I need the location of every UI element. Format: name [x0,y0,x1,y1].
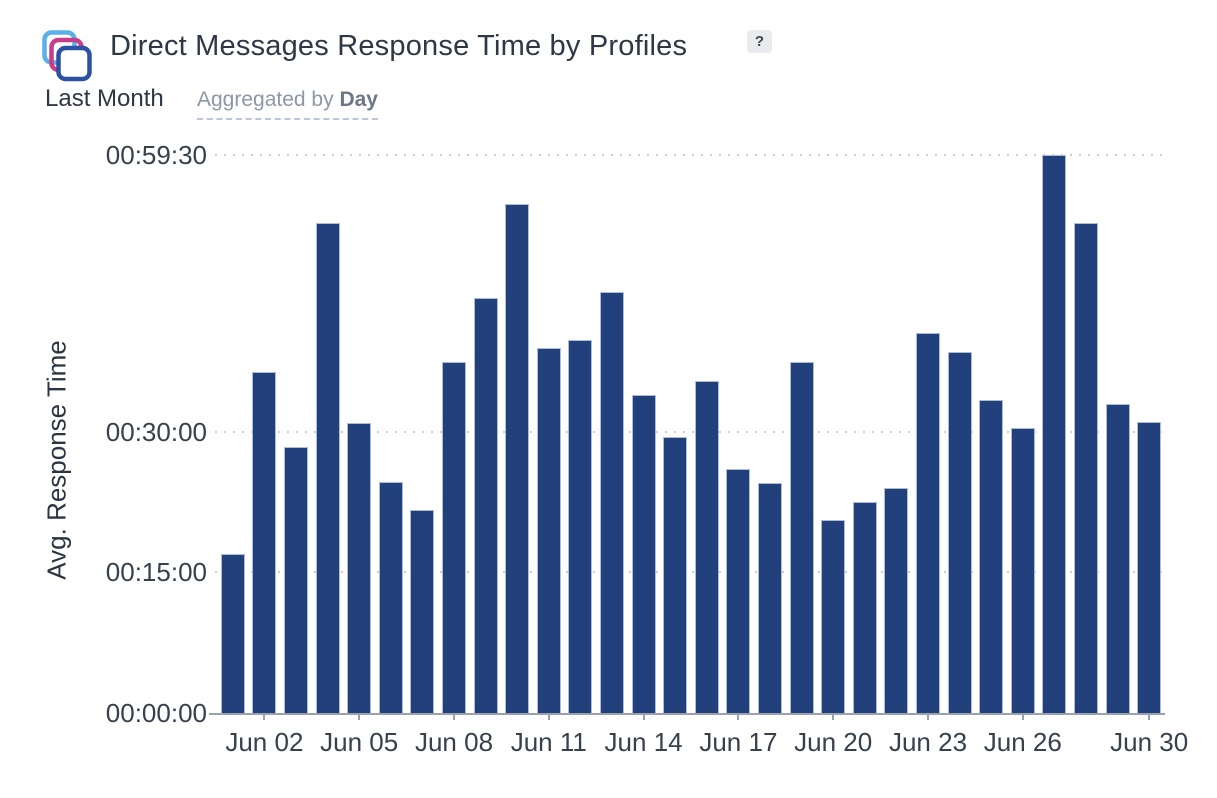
bar-jun-22[interactable] [884,488,908,713]
x-tick-jun-30 [1148,713,1151,720]
bar-jun-04[interactable] [316,223,340,713]
bar-jun-13[interactable] [600,292,624,713]
x-tick-jun-08 [453,713,455,720]
bar-jun-15[interactable] [663,437,687,713]
page-title: Direct Messages Response Time by Profile… [110,30,688,62]
x-tick-label-jun-26: Jun 26 [983,727,1062,757]
bar-jun-17[interactable] [726,469,750,713]
y-tick-label-00-15-00: 00:15:00 [105,557,207,587]
bar-jun-02[interactable] [252,372,276,713]
aggregation-value[interactable]: Day [339,88,378,111]
x-tick-jun-26 [1021,713,1024,720]
stacked-squares-icon [42,30,92,82]
x-tick-jun-05 [358,713,361,720]
report-period-label: Last Month [45,85,164,112]
bar-jun-08[interactable] [442,362,466,713]
bar-jun-20[interactable] [821,520,845,713]
bar-jun-11[interactable] [537,348,561,713]
x-tick-label-jun-05: Jun 05 [320,727,399,757]
bar-jun-01[interactable] [221,554,245,713]
bar-jun-18[interactable] [758,483,782,713]
bar-jun-09[interactable] [474,298,498,713]
bar-jun-27[interactable] [1042,155,1066,713]
bar-jun-19[interactable] [790,362,814,713]
x-tick-label-jun-14: Jun 14 [604,727,683,757]
aggregation-dropdown[interactable]: Aggregated by Day [197,88,378,120]
bar-jun-26[interactable] [1011,428,1035,713]
x-tick-label-jun-17: Jun 17 [699,727,778,757]
bar-jun-06[interactable] [379,482,403,713]
bar-jun-23[interactable] [916,333,940,713]
x-tick-jun-23 [927,713,929,720]
bar-jun-05[interactable] [347,423,371,713]
bar-jun-25[interactable] [979,400,1003,713]
y-tick-label-00-00-00: 00:00:00 [105,698,207,728]
x-tick-label-jun-11: Jun 11 [510,727,587,757]
aggregation-label: Aggregated by [197,88,334,111]
y-tick-label-00-30-00: 00:30:00 [105,417,207,447]
bar-jun-03[interactable] [284,447,308,713]
bar-jun-30[interactable] [1137,422,1161,713]
x-tick-jun-20 [832,713,835,720]
x-tick-jun-14 [642,713,645,720]
plot-area [209,154,1165,720]
gridline-00-30-00 [215,431,1163,433]
x-tick-label-jun-20: Jun 20 [794,727,873,757]
bar-jun-29[interactable] [1106,404,1130,713]
gridline-00-15-00 [215,571,1163,573]
gridline-00-59-30 [215,154,1163,156]
bar-jun-16[interactable] [695,381,719,713]
bar-jun-10[interactable] [505,204,529,713]
y-axis-tick-labels: 00:59:30 00:30:00 00:15:00 00:00:00 [0,142,207,726]
x-tick-jun-02 [263,713,266,720]
icon-front-square [56,45,92,82]
bar-jun-21[interactable] [853,502,877,713]
x-tick-label-jun-23: Jun 23 [888,727,968,757]
x-tick-label-jun-02: Jun 02 [225,727,304,757]
x-tick-label-jun-08: Jun 08 [414,727,494,757]
x-tick-label-jun-30: Jun 30 [1110,727,1189,757]
x-axis-tick-labels: Jun 02 Jun 05 Jun 08 Jun 11 Jun 14 Jun 17 Jun … [215,727,1188,759]
help-badge[interactable]: ? [747,30,772,53]
bar-jun-24[interactable] [948,352,972,713]
y-tick-label-00-59-30: 00:59:30 [105,140,207,170]
x-axis-line [209,713,1165,715]
bar-jun-07[interactable] [410,510,434,713]
bar-jun-12[interactable] [568,340,592,713]
bar-jun-28[interactable] [1074,223,1098,713]
bar-jun-14[interactable] [632,395,656,713]
x-tick-jun-11 [547,713,550,720]
x-tick-jun-17 [737,713,740,720]
